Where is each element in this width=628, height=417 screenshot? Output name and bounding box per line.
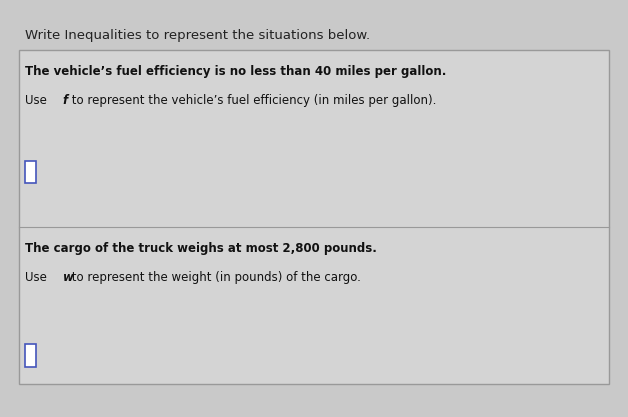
Text: The vehicle’s fuel efficiency is no less than 40 miles per gallon.: The vehicle’s fuel efficiency is no less… xyxy=(25,65,447,78)
Text: Use: Use xyxy=(25,94,51,107)
Text: to represent the vehicle’s fuel efficiency (in miles per gallon).: to represent the vehicle’s fuel efficien… xyxy=(68,94,436,107)
FancyBboxPatch shape xyxy=(19,50,609,384)
Text: w: w xyxy=(63,271,73,284)
Text: f: f xyxy=(63,94,68,107)
FancyBboxPatch shape xyxy=(25,344,36,367)
Text: Write Inequalities to represent the situations below.: Write Inequalities to represent the situ… xyxy=(25,29,371,42)
Text: to represent the weight (in pounds) of the cargo.: to represent the weight (in pounds) of t… xyxy=(68,271,361,284)
FancyBboxPatch shape xyxy=(25,161,36,183)
Text: The cargo of the truck weighs at most 2,800 pounds.: The cargo of the truck weighs at most 2,… xyxy=(25,242,377,255)
Text: Use: Use xyxy=(25,271,51,284)
